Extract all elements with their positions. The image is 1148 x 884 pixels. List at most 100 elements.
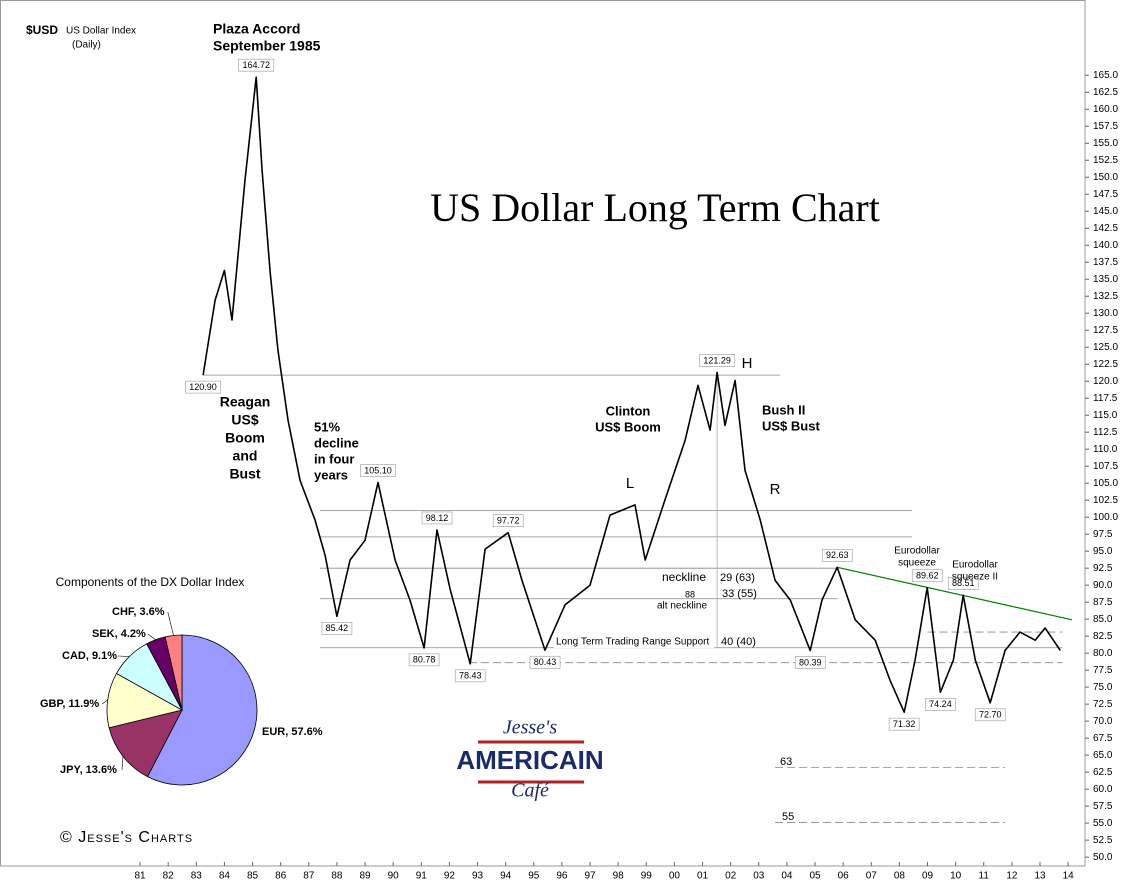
x-tick-label: 87 bbox=[303, 871, 315, 882]
annotation: neckline bbox=[662, 570, 706, 584]
x-tick-label: 88 bbox=[331, 871, 343, 882]
point-label-box bbox=[888, 717, 920, 731]
y-tick-label: 90.0 bbox=[1093, 580, 1113, 591]
y-tick-label: 165.0 bbox=[1093, 70, 1118, 81]
annotation: Eurodollar bbox=[952, 560, 998, 571]
x-tick-label: 99 bbox=[641, 871, 653, 882]
point-label-box bbox=[421, 511, 453, 525]
pie-label: CAD, 9.1% bbox=[62, 650, 117, 662]
point-label: 85.42 bbox=[326, 623, 349, 633]
y-tick-label: 72.5 bbox=[1093, 699, 1113, 710]
pie-leader bbox=[121, 756, 124, 771]
x-tick-label: 97 bbox=[584, 871, 596, 882]
point-label: 88.51 bbox=[952, 578, 975, 588]
annotation: 55 bbox=[782, 811, 794, 823]
y-tick-label: 87.5 bbox=[1093, 597, 1113, 608]
logo: Jesse's AMERICAIN Café bbox=[456, 717, 603, 802]
x-tick-label: 91 bbox=[416, 871, 428, 882]
annotation: years bbox=[314, 467, 348, 482]
y-tick-label: 105.0 bbox=[1093, 478, 1118, 489]
annotation: squeeze II bbox=[952, 572, 998, 583]
point-label: 78.43 bbox=[459, 671, 482, 681]
x-tick-label: 07 bbox=[866, 871, 878, 882]
point-label: 92.63 bbox=[826, 550, 849, 560]
copyright: © Jesse's Charts bbox=[60, 829, 193, 846]
y-tick-label: 100.0 bbox=[1093, 512, 1118, 523]
point-label-box bbox=[492, 514, 524, 527]
x-tick-label: 89 bbox=[359, 871, 371, 882]
annotation: Eurodollar bbox=[894, 546, 940, 557]
point-label-box bbox=[360, 464, 396, 477]
y-tick-label: 67.5 bbox=[1093, 733, 1113, 744]
frequency: (Daily) bbox=[72, 40, 101, 51]
point-label-box bbox=[408, 653, 440, 667]
symbol: $USD bbox=[26, 23, 58, 37]
pie-label: GBP, 11.9% bbox=[40, 698, 99, 710]
point-label-box bbox=[454, 669, 486, 683]
annotation: L bbox=[626, 475, 634, 492]
x-tick-label: 11 bbox=[979, 871, 990, 882]
point-label: 121.29 bbox=[703, 355, 731, 365]
point-label-box bbox=[974, 708, 1006, 722]
y-tick-label: 117.5 bbox=[1093, 393, 1118, 404]
annotation: 33 (55) bbox=[722, 588, 757, 600]
annotation: alt neckline bbox=[657, 601, 707, 612]
y-tick-label: 77.5 bbox=[1093, 665, 1113, 676]
x-tick-label: 94 bbox=[500, 871, 512, 882]
annotation: Boom bbox=[225, 430, 265, 446]
point-label: 120.90 bbox=[189, 382, 217, 392]
point-label-box bbox=[821, 548, 853, 562]
point-label-box bbox=[947, 577, 979, 590]
point-label: 105.10 bbox=[364, 465, 392, 475]
x-tick-label: 81 bbox=[134, 871, 146, 882]
chart-title: US Dollar Long Term Chart bbox=[430, 185, 880, 230]
annotation-bg bbox=[554, 636, 714, 648]
x-tick-label: 95 bbox=[528, 871, 540, 882]
x-tick-label: 00 bbox=[669, 871, 681, 882]
pie-slice bbox=[146, 634, 258, 786]
annotation: R bbox=[770, 481, 781, 498]
annotation: September 1985 bbox=[213, 38, 321, 54]
point-label: 71.32 bbox=[893, 719, 916, 729]
y-tick-label: 112.5 bbox=[1093, 427, 1118, 438]
trend-line bbox=[837, 566, 1073, 621]
y-tick-label: 62.5 bbox=[1093, 767, 1113, 778]
y-tick-label: 55.0 bbox=[1093, 818, 1113, 829]
x-tick-label: 92 bbox=[444, 871, 456, 882]
y-tick-label: 65.0 bbox=[1093, 750, 1113, 761]
point-label: 80.43 bbox=[534, 657, 557, 667]
x-tick-label: 83 bbox=[191, 871, 203, 882]
x-tick-label: 82 bbox=[163, 871, 175, 882]
x-tick-label: 09 bbox=[922, 871, 934, 882]
y-tick-label: 52.5 bbox=[1093, 835, 1113, 846]
y-tick-label: 110.0 bbox=[1093, 444, 1118, 455]
y-tick-label: 50.0 bbox=[1093, 852, 1113, 863]
pie-slice bbox=[108, 709, 183, 778]
x-tick-label: 05 bbox=[809, 871, 821, 882]
y-tick-label: 115.0 bbox=[1093, 410, 1118, 421]
y-tick-label: 140.0 bbox=[1093, 240, 1118, 251]
y-tick-label: 70.0 bbox=[1093, 716, 1113, 727]
y-tick-label: 130.0 bbox=[1093, 308, 1118, 319]
point-label: 89.62 bbox=[916, 571, 939, 581]
y-tick-label: 145.0 bbox=[1093, 206, 1118, 217]
y-tick-label: 137.5 bbox=[1093, 257, 1118, 268]
point-label: 80.39 bbox=[799, 657, 822, 667]
y-tick-label: 132.5 bbox=[1093, 291, 1118, 302]
point-label: 74.24 bbox=[929, 699, 952, 709]
price-line bbox=[202, 76, 1061, 713]
point-label: 97.72 bbox=[497, 516, 520, 526]
x-tick-label: 86 bbox=[275, 871, 287, 882]
y-tick-label: 162.5 bbox=[1093, 87, 1118, 98]
annotation: in four bbox=[314, 451, 354, 466]
x-tick-label: 96 bbox=[556, 871, 568, 882]
annotation: squeeze bbox=[898, 558, 936, 569]
annotation: 29 (63) bbox=[720, 572, 755, 584]
y-tick-label: 75.0 bbox=[1093, 682, 1113, 693]
pie-label: EUR, 57.6% bbox=[262, 726, 323, 738]
annotation: US$ Boom bbox=[595, 419, 661, 434]
annotation: Long Term Trading Range Support bbox=[556, 637, 709, 648]
x-tick-label: 08 bbox=[894, 871, 906, 882]
x-tick-label: 85 bbox=[247, 871, 259, 882]
point-label: 72.70 bbox=[979, 710, 1002, 720]
